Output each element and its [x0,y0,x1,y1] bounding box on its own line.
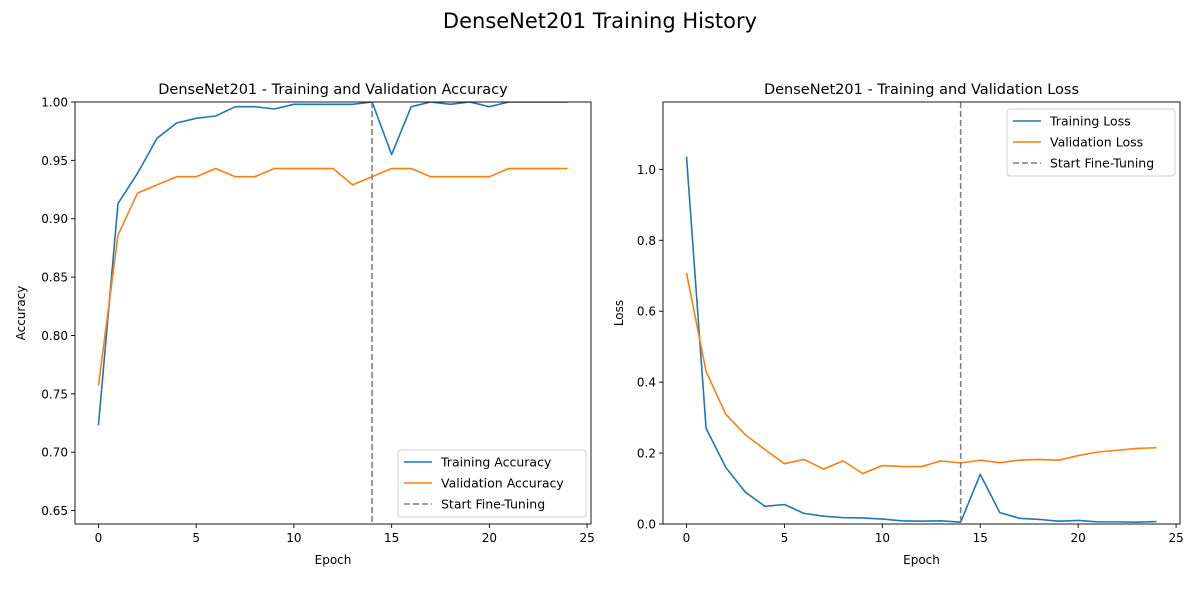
legend-label: Start Fine-Tuning [1050,156,1154,171]
y-tick-label: 0.90 [41,212,68,226]
legend-label: Validation Loss [1050,135,1143,150]
legend-label: Training Loss [1049,114,1131,129]
x-tick-label: 20 [482,531,497,545]
series-line-training-accuracy [97,102,568,426]
y-axis-label: Accuracy [14,286,28,341]
x-tick-label: 25 [579,531,594,545]
y-tick-label: 0.65 [41,504,68,518]
x-tick-label: 15 [384,531,399,545]
y-tick-label: 0.6 [637,305,656,319]
y-tick-label: 0.75 [41,387,68,401]
series-line-validation-loss [685,272,1157,475]
loss-chart: DenseNet201 - Training and Validation Lo… [612,82,1184,567]
y-tick-label: 0.0 [637,518,656,532]
y-tick-label: 0.70 [41,446,68,460]
y-tick-label: 0.4 [637,376,656,390]
legend: Training Loss Validation Loss Start Fine-T… [1006,108,1176,177]
plot-frame [74,101,592,525]
accuracy-chart: DenseNet201 - Training and Validation Ac… [14,82,595,567]
figure-suptitle: DenseNet201 Training History [443,9,757,33]
x-tick-label: 0 [95,531,103,545]
legend-label: Training Accuracy [440,455,552,470]
legend-box [397,449,587,518]
plot-frame [662,101,1181,525]
chart-title: DenseNet201 - Training and Validation Ac… [158,82,508,98]
plot-area [97,102,568,524]
x-tick-label: 10 [875,531,890,545]
y-tick-label: 0.80 [41,329,68,343]
series-line-training-loss [685,156,1157,524]
x-axis-label: Epoch [903,553,940,567]
x-tick-label: 0 [683,531,691,545]
x-tick-label: 5 [781,531,789,545]
x-tick-label: 10 [286,531,301,545]
y-tick-label: 0.85 [41,271,68,285]
y-axis-label: Loss [612,300,626,326]
x-axis-label: Epoch [315,553,352,567]
legend-label: Validation Accuracy [441,476,564,491]
x-tick-label: 20 [1071,531,1086,545]
y-tick-label: 1.00 [41,96,68,110]
plot-area [685,102,1157,524]
series-line-validation-accuracy [97,167,568,386]
chart-title: DenseNet201 - Training and Validation Lo… [764,82,1079,98]
y-tick-label: 0.2 [637,447,656,461]
y-tick-label: 1.0 [637,163,656,177]
legend-box [1006,108,1176,177]
legend-label: Start Fine-Tuning [441,497,545,512]
x-tick-label: 25 [1168,531,1183,545]
y-tick-label: 0.95 [41,154,68,168]
legend: Training Accuracy Validation Accuracy Star… [397,449,587,518]
x-tick-label: 15 [973,531,988,545]
y-tick-label: 0.8 [637,234,656,248]
x-tick-label: 5 [192,531,200,545]
